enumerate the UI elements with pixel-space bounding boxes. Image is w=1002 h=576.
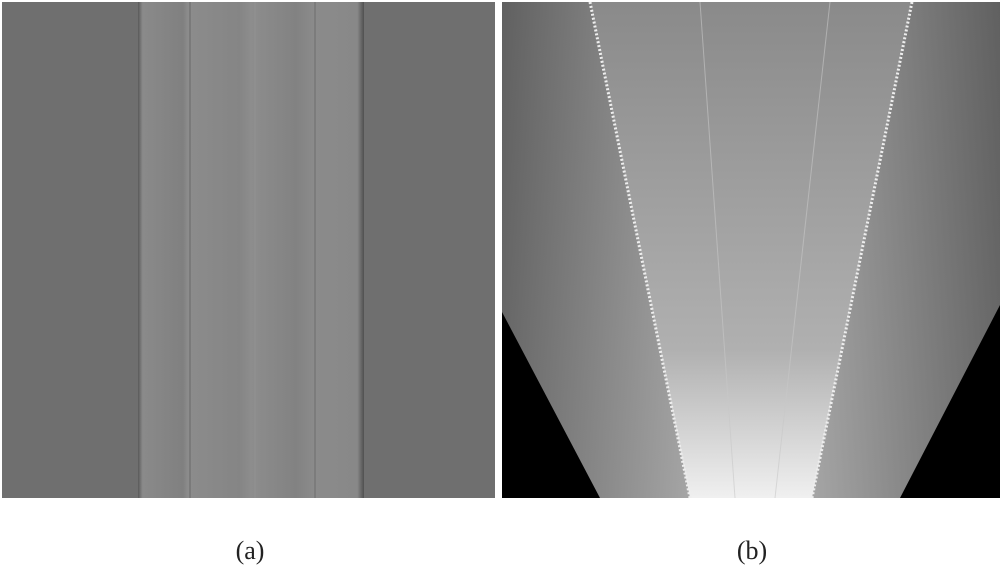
panel-caption: (a) [236,536,265,565]
panel-b-image [502,1,1000,499]
panel-caption: (b) [737,536,767,565]
panel-a-image [2,2,495,498]
